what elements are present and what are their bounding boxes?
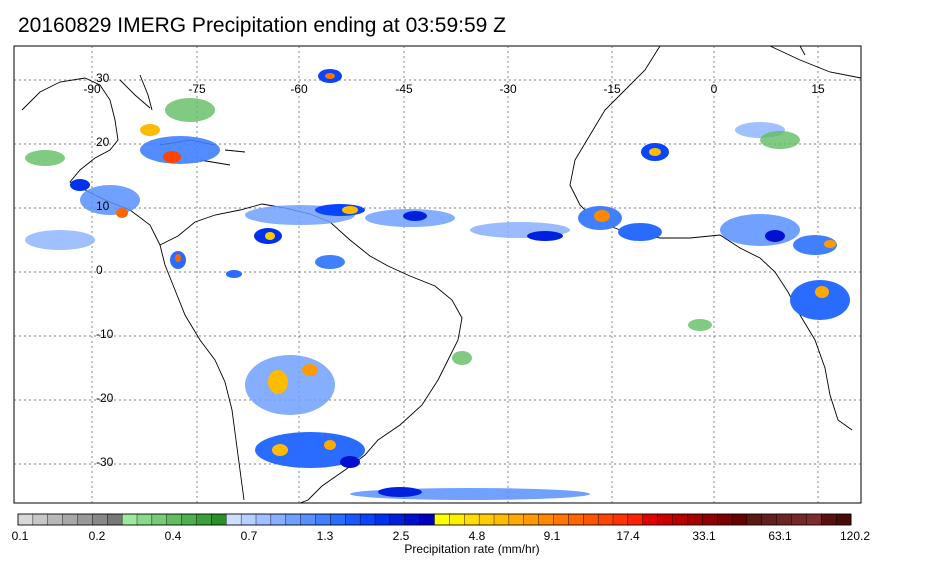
colorbar-tick-label: 0.7: [240, 529, 258, 543]
latitude-label: -20: [96, 391, 114, 405]
colorbar-swatch: [107, 513, 123, 526]
colorbar-swatch: [300, 513, 316, 526]
colorbar-swatch: [672, 513, 688, 526]
colorbar-tick-label: 9.1: [543, 529, 561, 543]
longitude-label: -45: [395, 82, 413, 96]
colorbar-swatch: [47, 513, 64, 526]
colorbar-swatch: [716, 513, 733, 526]
colorbar-swatch: [270, 513, 287, 526]
latitude-label: 10: [96, 199, 110, 213]
colorbar: [17, 513, 852, 526]
colorbar-swatch: [642, 513, 659, 526]
colorbar-swatch: [181, 513, 197, 526]
coastlines: [21, 45, 862, 504]
latitude-labels: 30 20 10 0 -10 -20 -30: [96, 71, 114, 469]
precipitation-field: [25, 69, 850, 500]
colorbar-swatch: [657, 513, 673, 526]
colorbar-tick-label: 33.1: [692, 529, 716, 543]
map-title: 20160829 IMERG Precipitation ending at 0…: [18, 14, 506, 37]
colorbar-swatch: [761, 513, 778, 526]
colorbar-swatch: [166, 513, 183, 526]
colorbar-tick-label: 0.4: [164, 529, 182, 543]
colorbar-swatch: [702, 513, 718, 526]
graticule: [14, 46, 861, 503]
colorbar-swatch: [523, 513, 540, 526]
colorbar-swatch: [419, 513, 435, 526]
colorbar-swatch: [359, 513, 376, 526]
colorbar-swatch: [315, 513, 331, 526]
colorbar-swatch: [62, 513, 78, 526]
colorbar-swatch: [434, 513, 450, 526]
colorbar-swatch: [255, 513, 272, 526]
colorbar-tick-label: 120.2: [839, 529, 871, 543]
colorbar-swatch: [538, 513, 554, 526]
latitude-label: -10: [96, 327, 114, 341]
colorbar-tick-label: 4.8: [468, 529, 486, 543]
latitude-label: 30: [96, 71, 110, 85]
colorbar-swatch: [404, 513, 421, 526]
colorbar-swatch: [121, 513, 138, 526]
colorbar-tick-label: 63.1: [768, 529, 792, 543]
colorbar-swatch: [92, 513, 108, 526]
colorbar-swatch: [821, 513, 837, 526]
latitude-label: 20: [96, 135, 110, 149]
colorbar-tick-label: 0.2: [88, 529, 106, 543]
colorbar-swatch: [568, 513, 584, 526]
colorbar-swatch: [687, 513, 703, 526]
colorbar-tick-label: 2.5: [392, 529, 410, 543]
colorbar-swatch: [345, 513, 361, 526]
colorbar-swatch: [597, 513, 614, 526]
longitude-label: -75: [188, 82, 206, 96]
colorbar-swatch: [374, 513, 391, 526]
colorbar-tick-label: 1.3: [316, 529, 334, 543]
colorbar-label: Precipitation rate (mm/hr): [404, 542, 540, 556]
longitude-label: -60: [290, 82, 308, 96]
colorbar-swatch: [330, 513, 346, 526]
colorbar-swatch: [776, 513, 792, 526]
colorbar-swatch: [211, 513, 227, 526]
colorbar-swatch: [449, 513, 465, 526]
colorbar-swatch: [196, 513, 212, 526]
colorbar-swatch: [226, 513, 242, 526]
longitude-label: -90: [83, 82, 101, 96]
colorbar-swatch: [553, 513, 569, 526]
colorbar-swatch: [285, 513, 302, 526]
colorbar-swatch: [77, 513, 93, 526]
colorbar-swatch: [612, 513, 629, 526]
colorbar-swatch: [806, 513, 822, 526]
latitude-label: -30: [96, 455, 114, 469]
colorbar-swatch: [464, 513, 480, 526]
colorbar-swatch: [493, 513, 510, 526]
colorbar-swatch: [835, 513, 852, 526]
longitude-labels: -90 -75 -60 -45 -30 -15 0 15: [83, 82, 825, 96]
colorbar-swatch: [17, 513, 34, 526]
map-frame: [13, 45, 862, 504]
colorbar-swatch: [746, 513, 763, 526]
colorbar-swatch: [478, 513, 495, 526]
longitude-label: 15: [811, 82, 825, 96]
colorbar-swatch: [627, 513, 644, 526]
colorbar-swatch: [508, 513, 525, 526]
colorbar-swatch: [583, 513, 599, 526]
colorbar-swatch: [791, 513, 807, 526]
longitude-label: 0: [711, 82, 718, 96]
colorbar-swatch: [389, 513, 406, 526]
colorbar-swatch: [731, 513, 748, 526]
colorbar-tick-label: 0.1: [11, 529, 29, 543]
longitude-label: -15: [603, 82, 621, 96]
colorbar-tick-label: 17.4: [616, 529, 640, 543]
longitude-label: -30: [499, 82, 517, 96]
colorbar-border: [17, 513, 852, 526]
colorbar-swatch: [136, 513, 153, 526]
latitude-label: 0: [96, 263, 103, 277]
colorbar-swatch: [240, 513, 257, 526]
colorbar-swatch: [32, 513, 49, 526]
colorbar-swatch: [151, 513, 168, 526]
